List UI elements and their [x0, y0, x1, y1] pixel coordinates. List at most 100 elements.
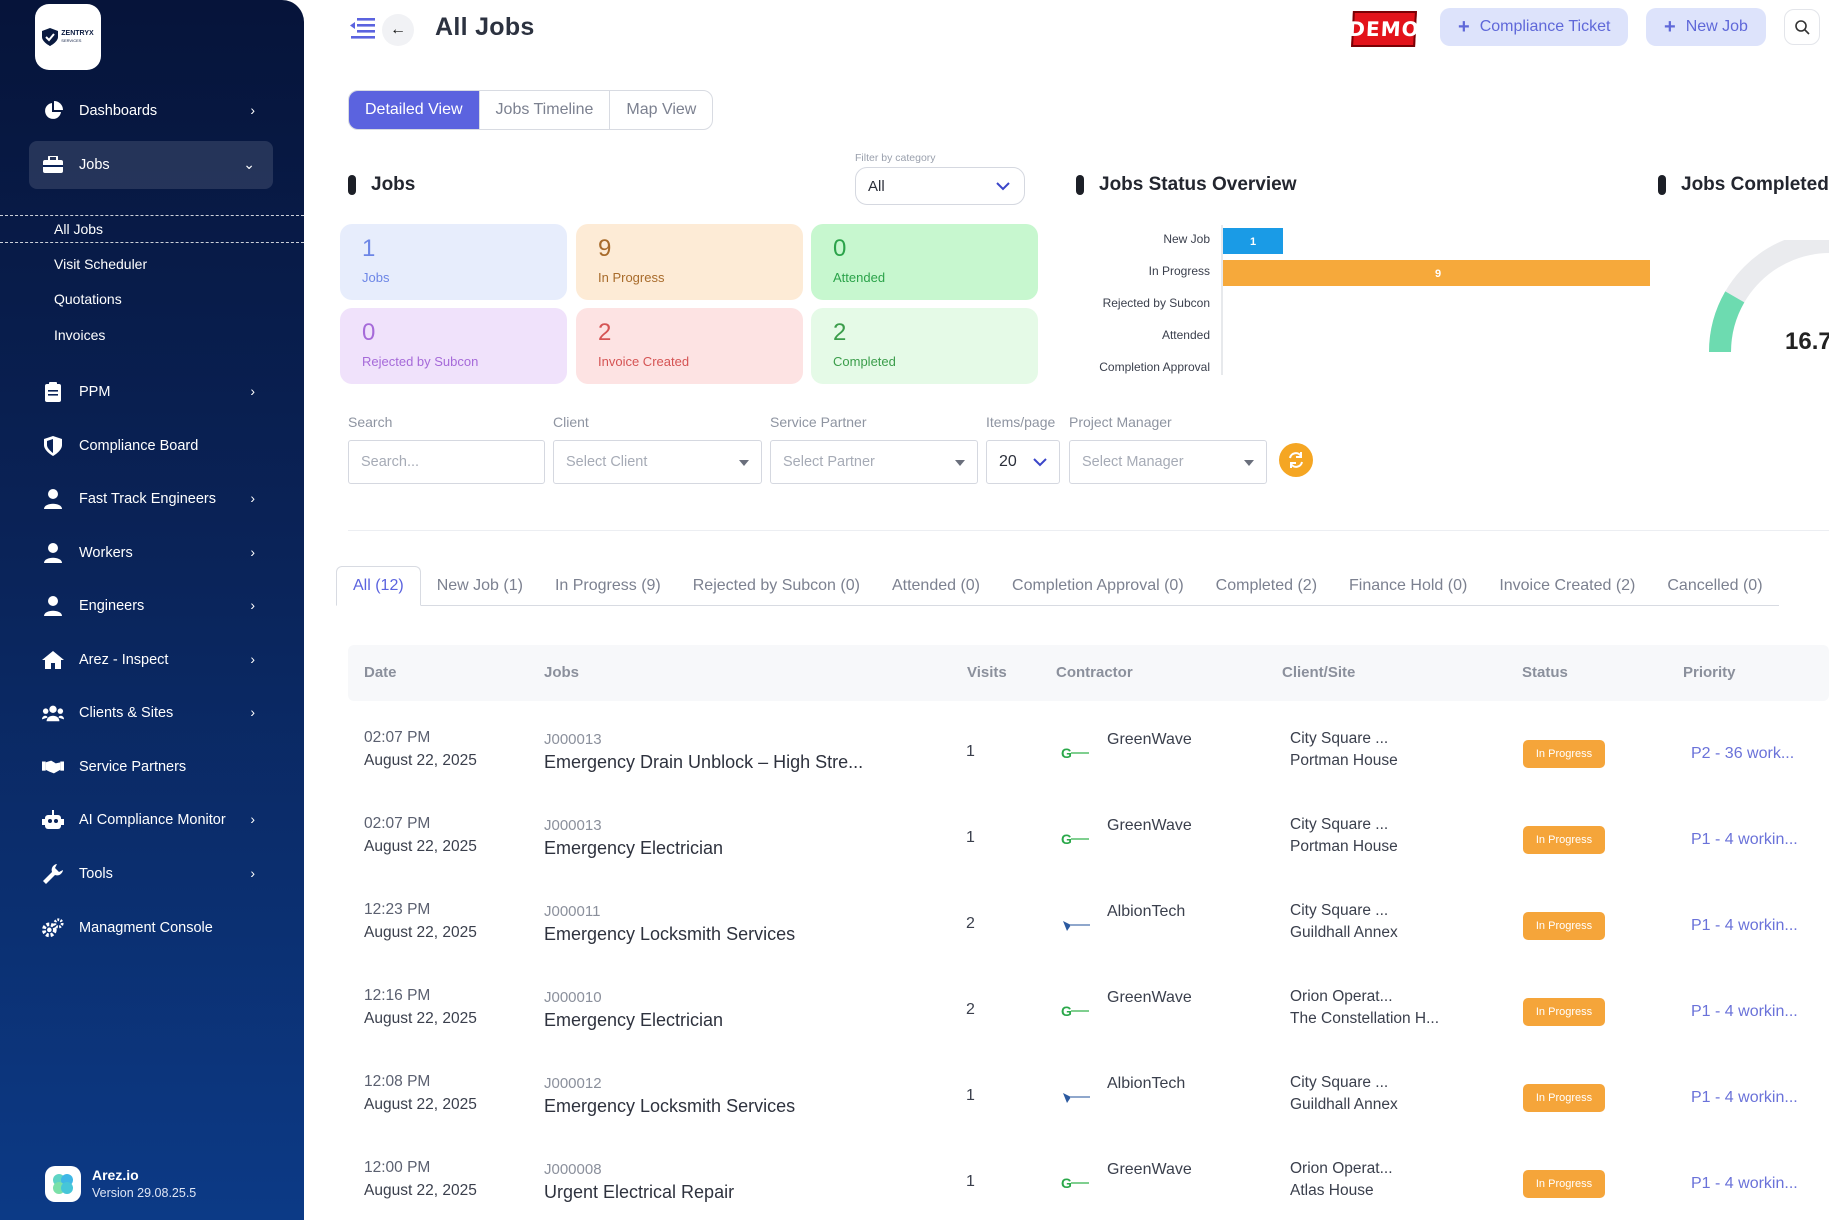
row-job-id[interactable]: J000012	[544, 1075, 602, 1092]
row-visits: 2	[966, 915, 975, 932]
table-row[interactable]: 12:00 PM August 22, 2025 J000008 Urgent Ele…	[348, 1147, 1829, 1220]
chevron-down-icon	[1033, 458, 1047, 467]
tab-attended[interactable]: Attended (0)	[891, 577, 981, 594]
stat-card-attended[interactable]: 0 Attended	[811, 224, 1038, 300]
tab-all[interactable]: All (12)	[336, 566, 421, 606]
row-job-id[interactable]: J000013	[544, 731, 602, 748]
tab-completion-approval[interactable]: Completion Approval (0)	[1012, 577, 1184, 594]
sidebar-item-arez-inspect[interactable]: Arez - Inspect ›	[29, 636, 273, 684]
tab-rejected-by-subcon[interactable]: Rejected by Subcon (0)	[692, 577, 860, 594]
tab-new-job[interactable]: New Job (1)	[436, 577, 523, 594]
column-header-client-site[interactable]: Client/Site	[1282, 664, 1356, 681]
row-job-name[interactable]: Emergency Locksmith Services	[544, 1096, 796, 1116]
row-time: 12:00 PM	[364, 1159, 431, 1176]
sidebar-item-label: Compliance Board	[79, 438, 199, 454]
sub-item-visit-scheduler[interactable]: Visit Scheduler	[54, 256, 148, 272]
sidebar-item-engineers[interactable]: Engineers ›	[29, 582, 273, 630]
column-header-visits[interactable]: Visits	[967, 664, 1007, 681]
tab-completed[interactable]: Completed (2)	[1215, 577, 1318, 594]
row-client: City Square ...	[1290, 902, 1389, 919]
tab-map-view[interactable]: Map View	[626, 101, 697, 118]
company-logo[interactable]: ZENTRYX SERVICES	[35, 4, 101, 70]
tab-jobs-timeline[interactable]: Jobs Timeline	[480, 91, 611, 129]
column-header-status[interactable]: Status	[1522, 664, 1568, 681]
client-select[interactable]: Select Client	[553, 440, 762, 484]
chart-category-label: In Progress	[1149, 264, 1210, 278]
row-job-name[interactable]: Emergency Locksmith Services	[544, 924, 796, 944]
row-job-id[interactable]: J000008	[544, 1161, 602, 1178]
search-input[interactable]: Search...	[348, 440, 545, 484]
sidebar-item-clients-sites[interactable]: Clients & Sites ›	[29, 689, 273, 737]
sidebar-item-jobs[interactable]: Jobs ⌄	[29, 141, 273, 189]
stat-card-completed[interactable]: 2 Completed	[811, 308, 1038, 384]
row-priority-link[interactable]: P1 - 4 workin...	[1691, 831, 1798, 848]
tab-invoice-created[interactable]: Invoice Created (2)	[1499, 577, 1636, 594]
jobs-section-title: Jobs	[348, 174, 415, 196]
row-job-name[interactable]: Urgent Electrical Repair	[544, 1182, 735, 1202]
svg-text:G: G	[1061, 1003, 1072, 1019]
column-header-jobs[interactable]: Jobs	[544, 664, 580, 681]
client-placeholder: Select Client	[566, 454, 648, 470]
stat-card-invoice-created[interactable]: 2 Invoice Created	[576, 308, 803, 384]
stat-card-in-progress[interactable]: 9 In Progress	[576, 224, 803, 300]
row-job-id[interactable]: J000013	[544, 817, 602, 834]
row-priority-link[interactable]: P2 - 36 work...	[1691, 745, 1795, 762]
row-job-id[interactable]: J000011	[544, 903, 601, 920]
stat-value: 2	[833, 319, 847, 346]
column-header-contractor[interactable]: Contractor	[1056, 664, 1133, 681]
row-site: Portman House	[1290, 752, 1398, 769]
table-row[interactable]: 02:07 PM August 22, 2025 J000013 Emergency …	[348, 717, 1829, 803]
sidebar-item-service-partners[interactable]: Service Partners	[29, 743, 273, 791]
items-per-page-select[interactable]: 20	[986, 440, 1060, 484]
new-job-button[interactable]: + New Job	[1646, 8, 1766, 46]
row-priority-link[interactable]: P1 - 4 workin...	[1691, 1003, 1798, 1020]
row-priority-link[interactable]: P1 - 4 workin...	[1691, 1089, 1798, 1106]
table-row[interactable]: 12:16 PM August 22, 2025 J000010 Emergency …	[348, 975, 1829, 1061]
table-row[interactable]: 02:07 PM August 22, 2025 J000013 Emergency …	[348, 803, 1829, 889]
contractor-logo-icon	[1061, 913, 1091, 937]
stat-value: 0	[362, 319, 376, 346]
sidebar-item-ai-compliance-monitor[interactable]: AI Compliance Monitor ›	[29, 796, 273, 844]
partner-select[interactable]: Select Partner	[770, 440, 978, 484]
global-search-button[interactable]	[1784, 9, 1820, 45]
row-priority-link[interactable]: P1 - 4 workin...	[1691, 1175, 1798, 1192]
column-header-date[interactable]: Date	[364, 664, 397, 681]
sub-item-quotations[interactable]: Quotations	[54, 291, 122, 307]
table-row[interactable]: 12:23 PM August 22, 2025 J000011 Emergency …	[348, 889, 1829, 975]
sidebar-item-fast-track-engineers[interactable]: Fast Track Engineers ›	[29, 475, 273, 523]
table-row[interactable]: 12:08 PM August 22, 2025 J000012 Emergency …	[348, 1061, 1829, 1147]
row-job-name[interactable]: Emergency Drain Unblock – High Stre...	[544, 752, 864, 772]
row-job-name[interactable]: Emergency Electrician	[544, 1010, 724, 1030]
manager-select[interactable]: Select Manager	[1069, 440, 1267, 484]
row-job-name[interactable]: Emergency Electrician	[544, 838, 724, 858]
tab-detailed-view[interactable]: Detailed View	[349, 91, 480, 129]
row-priority-link[interactable]: P1 - 4 workin...	[1691, 917, 1798, 934]
stat-card-rejected[interactable]: 0 Rejected by Subcon	[340, 308, 567, 384]
filter-category-select[interactable]: All	[855, 167, 1025, 205]
refresh-button[interactable]	[1279, 443, 1313, 477]
sidebar-item-management-console[interactable]: Managment Console	[29, 904, 273, 952]
search-icon	[1795, 20, 1810, 35]
row-date: August 22, 2025	[364, 1010, 477, 1027]
tab-in-progress[interactable]: In Progress (9)	[554, 577, 661, 594]
sidebar-item-compliance-board[interactable]: Compliance Board	[29, 422, 273, 470]
sub-item-invoices[interactable]: Invoices	[54, 327, 106, 343]
sidebar-item-ppm[interactable]: PPM ›	[29, 368, 273, 416]
stat-card-jobs[interactable]: 1 Jobs	[340, 224, 567, 300]
sidebar-item-dashboards[interactable]: Dashboards ›	[29, 87, 273, 135]
back-button[interactable]: ←	[382, 14, 414, 46]
new-job-label: New Job	[1685, 18, 1748, 35]
row-site: Guildhall Annex	[1290, 924, 1398, 941]
sidebar-item-workers[interactable]: Workers ›	[29, 529, 273, 577]
tab-cancelled[interactable]: Cancelled (0)	[1667, 577, 1763, 594]
compliance-ticket-button[interactable]: + Compliance Ticket	[1440, 8, 1629, 46]
sidebar-item-tools[interactable]: Tools ›	[29, 850, 273, 898]
menu-toggle-icon[interactable]	[349, 15, 375, 41]
tab-finance-hold[interactable]: Finance Hold (0)	[1349, 577, 1468, 594]
logo-shield-icon	[42, 28, 59, 46]
sidebar-item-label: Engineers	[79, 598, 145, 614]
row-job-id[interactable]: J000010	[544, 989, 602, 1006]
sub-item-all-jobs[interactable]: All Jobs	[54, 221, 104, 237]
page-title: All Jobs	[435, 13, 535, 41]
column-header-priority[interactable]: Priority	[1683, 664, 1736, 681]
